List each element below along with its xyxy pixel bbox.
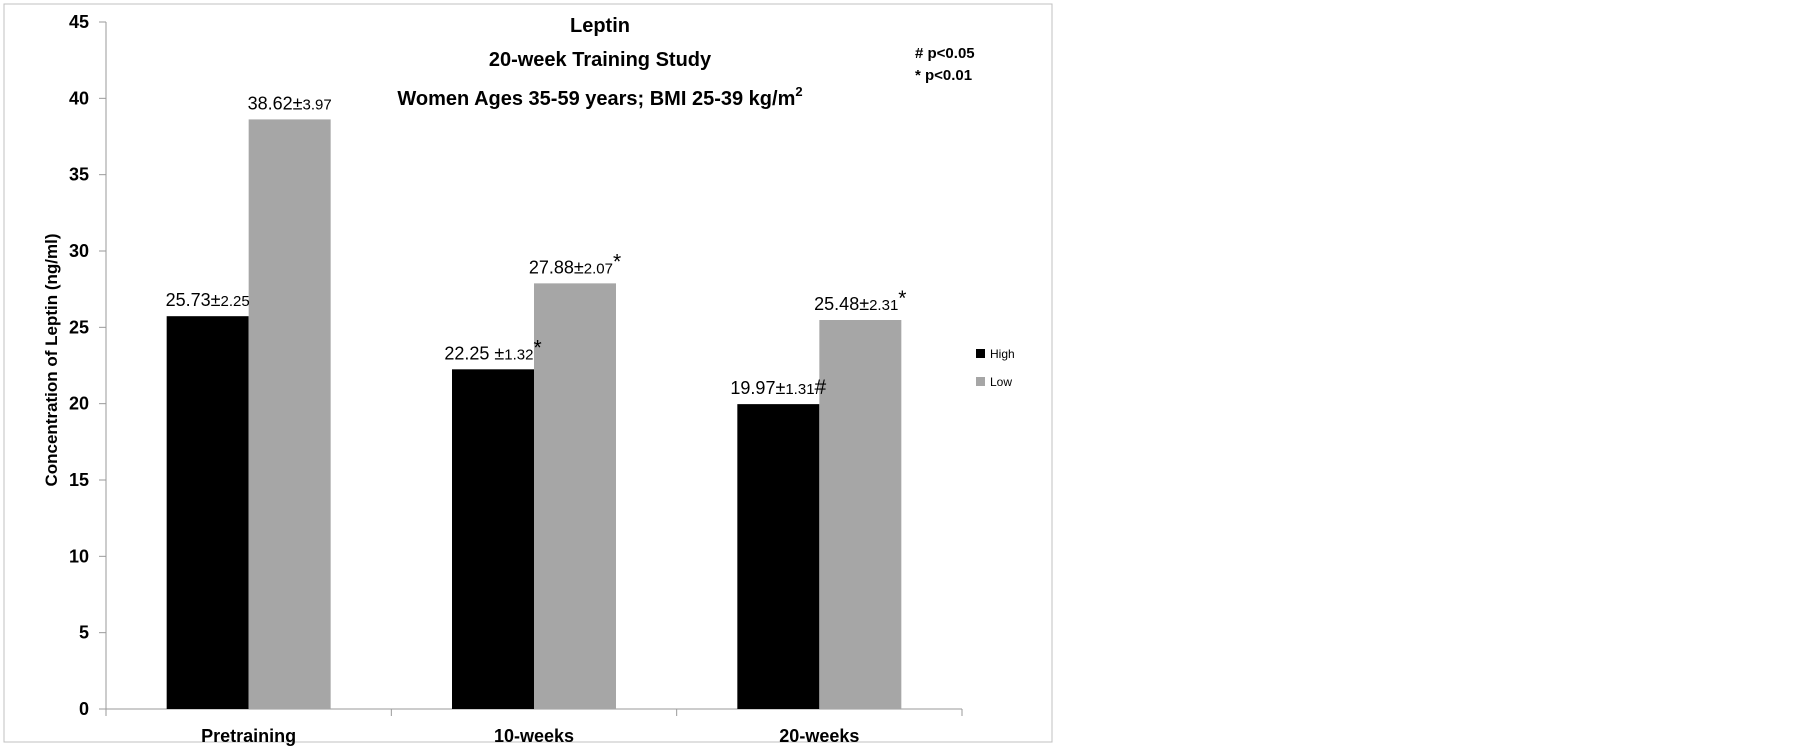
data-label-mean: 22.25 <box>444 343 489 363</box>
y-tick-label-1: 5 <box>79 623 89 643</box>
data-label-low-2: 25.48±2.31* <box>814 287 906 314</box>
y-tick-label-4: 20 <box>69 394 89 414</box>
data-label-high-2: 19.97±1.31# <box>730 376 826 399</box>
title-line-2: 20-week Training Study <box>489 49 712 71</box>
data-label-plusminus: ± <box>489 343 504 363</box>
bar-high-1 <box>452 369 534 709</box>
data-label-sd: 2.07 <box>584 260 613 277</box>
data-label-sd: 2.25 <box>221 293 250 310</box>
data-label-sd: 1.31 <box>785 381 814 398</box>
bar-low-0 <box>248 119 331 709</box>
y-tick-label-8: 40 <box>69 88 89 108</box>
note-p001: * p<0.01 <box>915 67 972 84</box>
y-tick-label-6: 30 <box>69 241 89 261</box>
y-tick-label-5: 25 <box>69 317 89 337</box>
data-label-mean: 27.88 <box>529 257 574 277</box>
significance-notes: # p<0.05 * p<0.01 <box>915 45 975 84</box>
legend: High Low <box>976 347 1015 389</box>
data-label-significance-mark: * <box>613 250 621 273</box>
data-label-significance-mark: # <box>815 376 827 399</box>
x-tick-label-1: 10-weeks <box>494 726 574 746</box>
y-tick-label-3: 15 <box>69 470 89 490</box>
title-line-3: Women Ages 35-59 years; BMI 25-39 kg/m2 <box>397 84 802 110</box>
chart-title: Leptin 20-week Training Study Women Ages… <box>397 15 802 110</box>
bar-high-2 <box>737 404 820 709</box>
title-superscript: 2 <box>795 84 802 99</box>
data-label-plusminus: ± <box>859 294 869 314</box>
y-tick-label-2: 10 <box>69 546 89 566</box>
legend-label-low: Low <box>990 375 1012 389</box>
y-tick-label-9: 45 <box>69 12 89 32</box>
bar-low-2 <box>819 320 902 709</box>
data-label-plusminus: ± <box>775 378 785 398</box>
note-p005: # p<0.05 <box>915 45 975 62</box>
x-tick-label-2: 20-weeks <box>779 726 859 746</box>
data-label-sd: 3.97 <box>303 96 332 113</box>
legend-label-high: High <box>990 347 1015 361</box>
data-label-high-1: 22.25 ±1.32* <box>444 336 541 363</box>
data-label-mean: 19.97 <box>730 378 775 398</box>
title-line-3-text: Women Ages 35-59 years; BMI 25-39 kg/m <box>397 88 795 110</box>
bars <box>166 119 902 709</box>
y-axis-label: Concentration of Leptin (ng/ml) <box>42 233 61 486</box>
data-label-sd: 2.31 <box>869 297 898 314</box>
data-label-mean: 25.48 <box>814 294 859 314</box>
data-label-significance-mark: * <box>533 336 541 359</box>
data-label-mean: 25.73 <box>166 290 211 310</box>
data-label-sd: 1.32 <box>504 346 533 363</box>
legend-swatch-low <box>976 377 985 386</box>
data-label-low-1: 27.88±2.07* <box>529 250 621 277</box>
data-label-significance-mark: * <box>898 287 906 310</box>
y-tick-label-7: 35 <box>69 165 89 185</box>
y-tick-label-0: 0 <box>79 699 89 719</box>
data-label-plusminus: ± <box>211 290 221 310</box>
bar-high-0 <box>166 316 249 709</box>
data-label-low-0: 38.62±3.97 <box>248 93 332 113</box>
data-label-high-0: 25.73±2.25 <box>166 290 250 310</box>
bar-low-1 <box>534 283 616 709</box>
data-label-plusminus: ± <box>293 93 303 113</box>
title-line-1: Leptin <box>570 15 630 37</box>
data-label-plusminus: ± <box>574 257 584 277</box>
x-tick-label-0: Pretraining <box>201 726 296 746</box>
data-label-mean: 38.62 <box>248 93 293 113</box>
y-axis: 0 5 10 15 20 25 30 35 40 45 <box>69 12 107 719</box>
legend-swatch-high <box>976 349 985 358</box>
